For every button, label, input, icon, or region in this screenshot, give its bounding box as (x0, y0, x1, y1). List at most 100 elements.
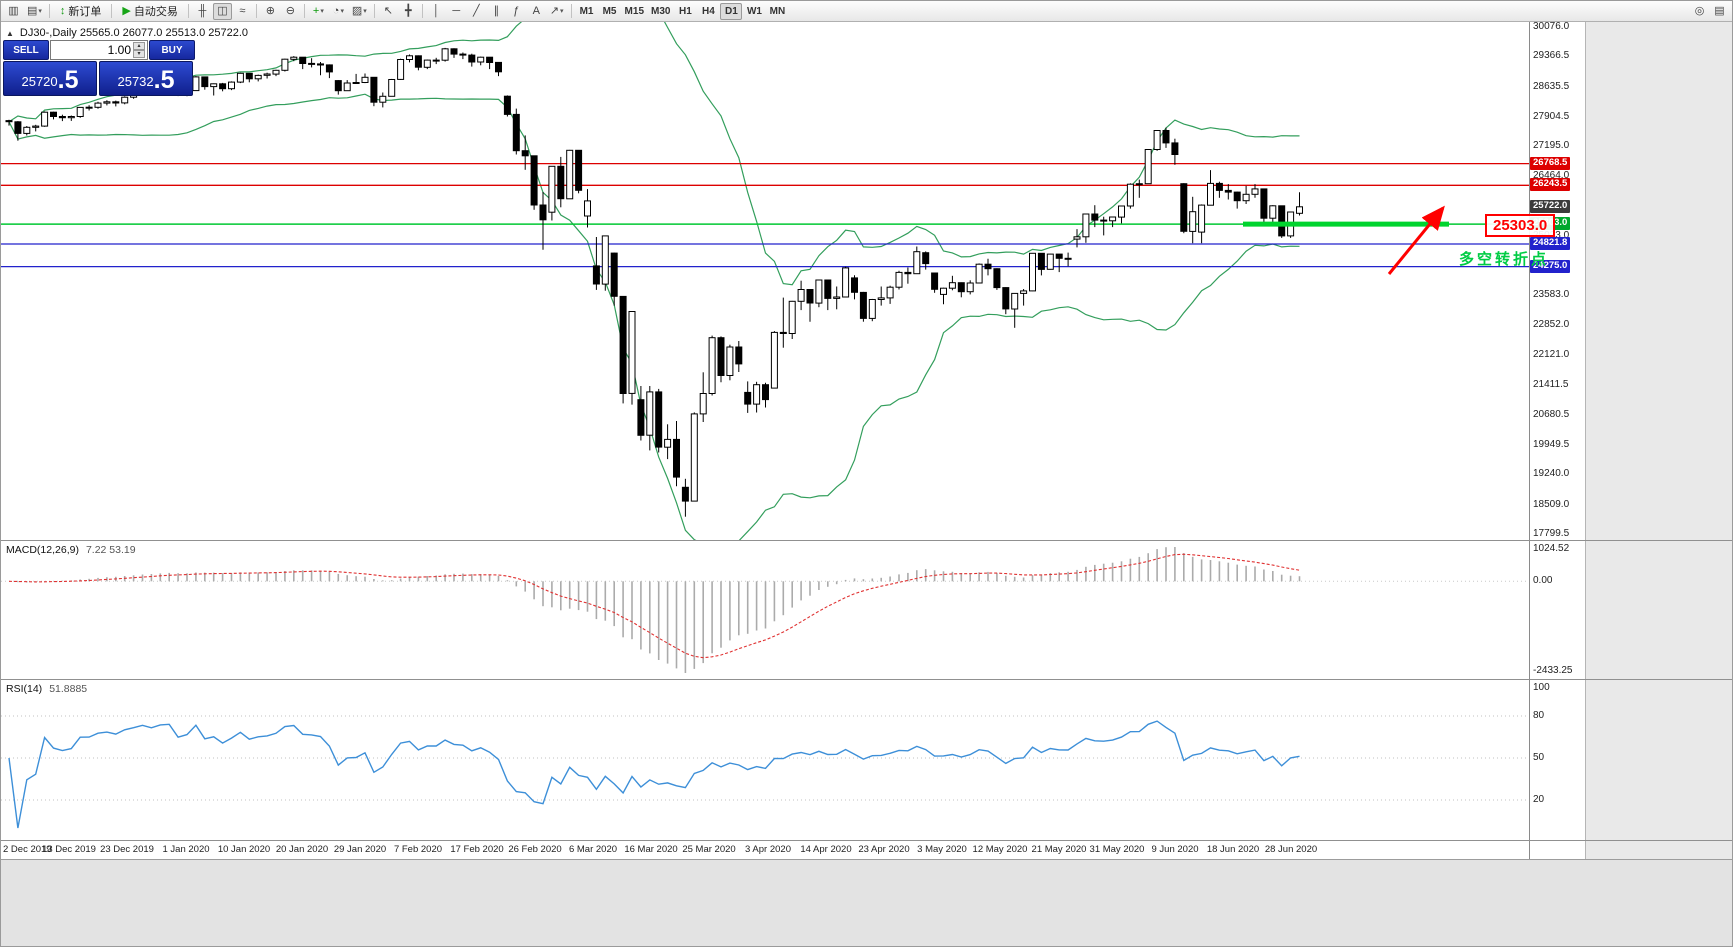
time-label: 17 Feb 2020 (450, 844, 504, 855)
cursor-button[interactable]: ↖ (379, 3, 398, 20)
sell-label-button[interactable]: SELL (3, 40, 49, 60)
tf-h1-button-label: H1 (679, 5, 692, 17)
price-axis-label: 20680.5 (1533, 409, 1570, 420)
macd-signal-line (8, 553, 1300, 659)
bullish-candle (797, 289, 805, 302)
rsi-axis-label: 80 (1533, 710, 1545, 721)
price-axis[interactable]: 30076.0 29366.5 28635.5 27904.5 27195.0 26464… (1529, 21, 1585, 540)
dropdown-arrow-icon[interactable]: ▾ (363, 8, 367, 15)
tf-m15-button[interactable]: M15 (622, 3, 647, 20)
tf-d1-button[interactable]: D1 (720, 2, 743, 20)
tf-m30-button-label: M30 (651, 5, 671, 17)
rsi-indicator-name: RSI(14) (6, 683, 43, 695)
fibonacci-icon: ƒ (513, 4, 520, 17)
time-label: 31 May 2020 (1089, 844, 1145, 855)
tf-h4-button[interactable]: H4 (697, 3, 719, 20)
toolbar-separator (187, 4, 189, 18)
bearish-candle (575, 149, 583, 191)
bearish-candle (762, 384, 769, 401)
bullish-candle (1251, 188, 1259, 195)
dropdown-arrow-icon[interactable]: ▾ (38, 8, 42, 15)
buy-label-button[interactable]: BUY (149, 40, 195, 60)
macd-pane[interactable]: MACD(12,26,9) 7.22 53.19 (1, 541, 1529, 679)
bearish-candle (459, 53, 467, 56)
bullish-candle (1135, 183, 1143, 186)
volume-control[interactable]: 1.00 ▴ ▾ (50, 40, 148, 60)
volume-down-icon[interactable]: ▾ (133, 50, 145, 58)
bearish-candle (957, 282, 965, 293)
periods-button[interactable]: ◔ ▾ (329, 3, 348, 20)
trend-arrow[interactable] (1387, 205, 1445, 275)
arrow-tools-button[interactable]: ↗ ▾ (547, 3, 567, 20)
bullish-candle (584, 200, 591, 217)
dropdown-arrow-icon[interactable]: ▾ (320, 8, 324, 15)
buy-price-button[interactable]: 25732.5 (99, 61, 193, 96)
bearish-candle (610, 252, 618, 297)
price-axis-label: 26464.0 (1533, 170, 1570, 181)
channel-button[interactable]: ∥ (487, 3, 506, 20)
bullish-candle (103, 101, 111, 104)
bearish-candle (219, 83, 227, 90)
tf-h1-button[interactable]: H1 (674, 3, 696, 20)
time-axis[interactable]: 2 Dec 2019 13 Dec 2019 23 Dec 2019 1 Jan 20… (1, 841, 1529, 859)
bearish-candle (450, 48, 458, 55)
macd-axis-label: -2433.25 (1533, 665, 1573, 676)
tf-m15-button-label: M15 (624, 5, 644, 17)
bearish-candle (468, 54, 476, 63)
dropdown-arrow-icon[interactable]: ▾ (560, 8, 564, 15)
price-chart-plot[interactable]: ▲ DJ30-,Daily 25565.0 26077.0 25513.0 25… (1, 22, 1556, 540)
price-annotation-box[interactable]: 25303.0 (1485, 214, 1556, 237)
tf-m30-button[interactable]: M30 (648, 3, 673, 20)
bearish-candle (717, 337, 725, 377)
tf-m5-button[interactable]: M5 (599, 3, 621, 20)
zoom-out-button[interactable]: ⊖ (281, 3, 300, 20)
horizontal-line-button[interactable]: ─ (447, 3, 466, 20)
bearish-candle (1180, 183, 1188, 232)
autotrading-button[interactable]: ▶ 自动交易 (116, 3, 183, 20)
bullish-candle (32, 125, 40, 128)
bullish-candle (628, 311, 636, 394)
dropdown-arrow-icon[interactable]: ▾ (340, 8, 344, 15)
toolbar-separator (48, 4, 50, 18)
trendline-button[interactable]: ╱ (467, 3, 486, 20)
profiles-button[interactable]: ▤ ▾ (24, 3, 45, 20)
fibonacci-button[interactable]: ƒ (507, 3, 526, 20)
tf-mn-button[interactable]: MN (766, 3, 788, 20)
bullish-candle (1189, 211, 1197, 232)
data-window-button[interactable]: ▤ (1710, 3, 1729, 20)
rsi-axis: 100 80 50 20 (1529, 680, 1585, 840)
templates-button[interactable]: ▨ ▾ (349, 3, 370, 20)
search-button[interactable]: ◎ (1690, 3, 1709, 20)
line-chart-button[interactable]: ≈ (233, 3, 252, 20)
main-toolbar: ▥ ▤ ▾ ↕ 新订单 ▶ 自动交易 ╫ ◫ ≈ ⊕ ⊖ + ▾ ◔ ▾ ▨ ▾ ↖ ╋ │ ─ ╱ ∥ ƒ A ↗ ▾ M1 M5 M15… (1, 1, 1732, 22)
volume-spinner: ▴ ▾ (133, 42, 145, 58)
tf-w1-button[interactable]: W1 (743, 3, 765, 20)
new-order-button[interactable]: ↕ 新订单 (54, 3, 108, 20)
toolbar-separator (111, 4, 113, 18)
time-label: 18 Jun 2020 (1206, 844, 1260, 855)
price-axis-label: 19949.5 (1533, 439, 1570, 450)
zoom-in-button[interactable]: ⊕ (261, 3, 280, 20)
crosshair-button[interactable]: ╋ (399, 3, 418, 20)
volume-up-icon[interactable]: ▴ (133, 42, 145, 50)
tf-m1-button[interactable]: M1 (576, 3, 598, 20)
bullish-candle (423, 59, 431, 68)
bearish-candle (50, 111, 57, 117)
rsi-row: RSI(14) 51.8885 100 80 50 20 (1, 679, 1732, 840)
sell-price-button[interactable]: 25720.5 (3, 61, 97, 96)
tf-m5-button-label: M5 (602, 5, 617, 17)
turning-point-annotation[interactable]: 多空转折点 (1459, 251, 1550, 268)
indicators-button[interactable]: + ▾ (309, 3, 328, 20)
macd-row: MACD(12,26,9) 7.22 53.19 1024.52 0.00 -2433… (1, 540, 1732, 679)
volume-value[interactable]: 1.00 (107, 43, 131, 57)
time-label: 29 Jan 2020 (333, 844, 387, 855)
vertical-line-button[interactable]: │ (427, 3, 446, 20)
bullish-candle (67, 116, 75, 119)
collapse-panel-icon[interactable]: ▲ (6, 28, 14, 38)
bar-chart-button[interactable]: ╫ (193, 3, 212, 20)
new-chart-button[interactable]: ▥ (4, 3, 23, 20)
bullish-candle (895, 271, 903, 288)
rsi-pane[interactable]: RSI(14) 51.8885 (1, 680, 1529, 840)
candlestick-chart-button[interactable]: ◫ (212, 2, 232, 20)
text-button[interactable]: A (527, 3, 546, 20)
